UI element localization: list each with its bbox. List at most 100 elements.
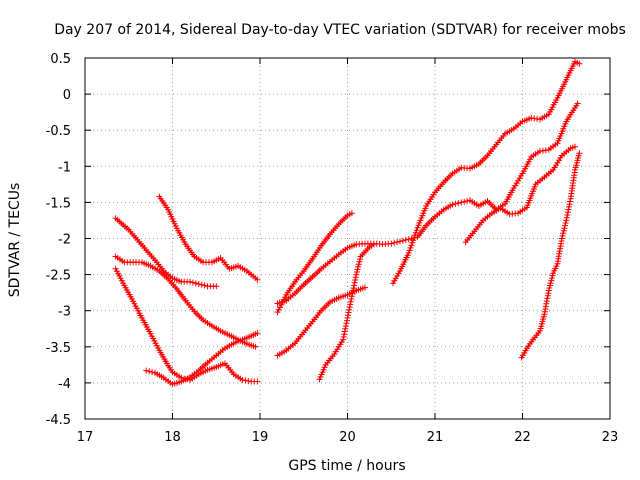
data-point-marker	[394, 239, 401, 246]
x-axis-label: GPS time / hours	[288, 458, 405, 474]
x-tick-label: 19	[252, 430, 269, 445]
data-point-marker	[370, 241, 377, 248]
data-point-marker	[355, 261, 362, 268]
data-point-marker	[252, 343, 259, 350]
series-trace	[521, 153, 580, 358]
series-trace	[392, 60, 580, 284]
series-sat-f	[274, 100, 581, 307]
data-point-marker	[576, 60, 583, 67]
data-point-marker	[348, 210, 355, 217]
data-point-marker	[340, 336, 347, 343]
x-tick-label: 17	[77, 430, 94, 445]
series-sat-k	[462, 143, 578, 246]
y-tick-label: -1.5	[46, 196, 71, 211]
axis-ticks: 17 18 19 20 21 22 23 0.5 0 -0.5 -1 -1.5 -2 -2.5 -3 -3.5…	[46, 52, 619, 445]
data-point-marker	[411, 232, 418, 239]
data-point-marker	[195, 281, 202, 287]
x-tick-label: 23	[602, 430, 619, 445]
series-sat-g	[274, 210, 355, 316]
data-point-marker	[574, 100, 581, 107]
data-point-marker	[564, 212, 571, 218]
data-point-marker	[397, 238, 403, 245]
chart-title: Day 207 of 2014, Sidereal Day-to-day VTE…	[54, 22, 626, 38]
data-point-marker	[408, 242, 415, 249]
series-sat-e	[143, 330, 261, 388]
data-point-marker	[391, 239, 398, 246]
data-point-marker	[350, 285, 357, 292]
data-point-marker	[562, 222, 568, 229]
data-point-marker	[560, 227, 567, 234]
grid-lines	[85, 58, 610, 419]
data-point-marker	[254, 276, 261, 283]
data-point-marker	[345, 312, 351, 319]
data-point-marker	[464, 198, 471, 204]
data-point-marker	[254, 378, 261, 385]
data-point-marker	[351, 279, 358, 286]
y-tick-label: 0.5	[50, 52, 71, 67]
y-tick-label: -4	[58, 377, 71, 392]
series-sat-i	[316, 241, 377, 383]
data-point-marker	[343, 320, 350, 327]
data-point-marker	[347, 301, 354, 308]
series-sat-b	[112, 253, 259, 350]
x-tick-label: 18	[164, 430, 181, 445]
y-axis-label: SDTVAR / TECUs	[7, 183, 23, 298]
data-point-marker	[576, 150, 583, 157]
y-tick-label: -1	[58, 160, 71, 175]
data-point-marker	[561, 225, 568, 232]
data-point-marker	[348, 296, 355, 302]
y-tick-label: -0.5	[46, 124, 71, 139]
data-point-marker	[342, 325, 349, 332]
data-point-marker	[143, 367, 150, 374]
data-point-marker	[192, 280, 199, 287]
data-point-marker	[388, 240, 395, 247]
x-tick-label: 20	[339, 430, 356, 445]
data-point-marker	[146, 368, 153, 375]
y-tick-label: -3.5	[46, 341, 71, 356]
data-point-marker	[455, 200, 462, 207]
data-point-marker	[452, 200, 459, 207]
data-point-marker	[402, 236, 409, 243]
series-sat-d	[156, 193, 261, 283]
data-point-marker	[566, 201, 573, 208]
data-point-marker	[187, 278, 193, 285]
y-tick-label: -3	[58, 305, 71, 320]
series-sat-l	[518, 150, 583, 361]
data-point-marker	[341, 331, 348, 338]
data-point-marker	[352, 274, 359, 281]
data-point-marker	[346, 306, 353, 313]
data-point-marker	[213, 283, 220, 290]
data-point-marker	[355, 263, 362, 270]
y-tick-label: -2	[58, 233, 71, 248]
data-point-marker	[458, 199, 465, 206]
data-point-marker	[449, 201, 456, 208]
data-point-marker	[461, 198, 468, 205]
data-point-marker	[189, 279, 196, 286]
y-tick-label: -4.5	[46, 413, 71, 428]
series-trace	[115, 268, 258, 383]
data-point-marker	[356, 258, 363, 265]
data-point-marker	[349, 290, 356, 297]
data-point-marker	[357, 256, 363, 263]
data-point-marker	[559, 232, 566, 239]
data-point-marker	[565, 206, 572, 213]
data-point-marker	[562, 220, 569, 226]
data-series	[112, 58, 583, 388]
x-tick-label: 21	[427, 430, 444, 445]
data-point-marker	[254, 330, 261, 337]
data-point-marker	[405, 236, 412, 243]
data-point-marker	[362, 284, 368, 291]
x-tick-label: 22	[514, 430, 531, 445]
series-sat-h	[274, 284, 368, 359]
data-point-marker	[399, 237, 406, 244]
data-point-marker	[201, 282, 208, 289]
data-point-marker	[572, 143, 578, 150]
data-point-marker	[149, 369, 156, 376]
data-point-marker	[353, 271, 360, 278]
y-tick-label: -2.5	[46, 269, 71, 284]
series-sat-j	[390, 58, 583, 287]
data-point-marker	[353, 269, 360, 275]
data-point-marker	[198, 281, 205, 288]
series-sat-c	[112, 265, 261, 385]
